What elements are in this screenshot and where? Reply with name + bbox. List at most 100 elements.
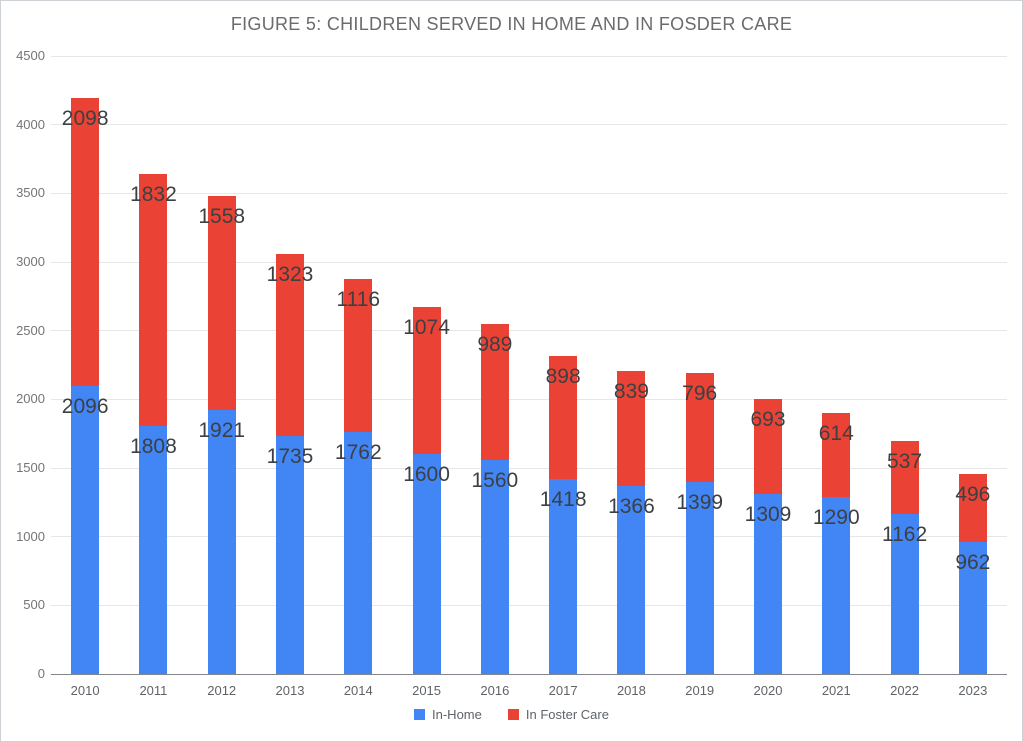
data-label-in-home: 1309 xyxy=(744,503,792,527)
data-label-in-foster-care: 1323 xyxy=(266,263,314,287)
bar-segment-in-home xyxy=(822,496,851,674)
bar-segment-in-foster-care xyxy=(549,355,578,480)
bar-segment-in-foster-care xyxy=(412,306,441,455)
bar-segment-in-foster-care xyxy=(890,440,919,515)
data-label-in-home: 1290 xyxy=(812,505,860,529)
chart-title: FIGURE 5: CHILDREN SERVED IN HOME AND IN… xyxy=(230,14,793,34)
gridline xyxy=(51,330,1007,332)
bar-segment-in-foster-care xyxy=(207,196,236,411)
x-axis-label: 2017 xyxy=(548,683,578,698)
chart-legend: In-Home In Foster Care xyxy=(1,707,1022,722)
legend-swatch-in-home xyxy=(414,709,426,720)
data-label-in-foster-care: 1074 xyxy=(403,315,450,339)
bar-segment-in-home xyxy=(139,425,168,674)
gridline xyxy=(51,536,1007,538)
x-axis-label: 2019 xyxy=(685,683,715,698)
data-label-in-foster-care: 796 xyxy=(682,381,718,405)
bar-segment-in-home xyxy=(207,410,236,674)
x-axis-label: 2013 xyxy=(275,683,305,698)
bar-segment-in-foster-care xyxy=(344,278,373,432)
gridline xyxy=(51,398,1007,400)
y-axis-tick-label: 500 xyxy=(23,597,45,613)
bar-segment-in-foster-care xyxy=(480,323,509,460)
x-axis-label: 2015 xyxy=(412,683,442,698)
bar-segment-in-home xyxy=(617,486,646,674)
data-label-in-foster-care: 839 xyxy=(613,380,649,404)
data-label-in-home: 1366 xyxy=(608,495,655,519)
y-axis-tick-label: 2500 xyxy=(16,322,45,338)
data-label-in-foster-care: 1832 xyxy=(130,183,177,207)
bar-segment-in-home xyxy=(412,454,441,674)
bar-segment-in-foster-care xyxy=(822,412,851,497)
bar-segment-in-home xyxy=(549,479,578,674)
bar-segment-in-home xyxy=(958,541,987,674)
gridline xyxy=(51,124,1007,126)
bar-segment-in-foster-care xyxy=(958,473,987,542)
y-axis-tick-label: 0 xyxy=(37,666,45,681)
y-axis-tick-label: 1000 xyxy=(16,528,45,544)
bar-segment-in-foster-care xyxy=(276,254,304,436)
data-label-in-foster-care: 693 xyxy=(750,408,786,432)
data-label-in-home: 1762 xyxy=(334,441,382,465)
x-axis-label: 2018 xyxy=(616,683,646,698)
x-axis-label: 2020 xyxy=(753,683,783,698)
bar-segment-in-home xyxy=(480,459,509,674)
x-axis-line xyxy=(51,673,1007,675)
x-axis-label: 2012 xyxy=(207,683,237,698)
data-label-in-home: 1735 xyxy=(266,444,314,468)
data-label-in-home: 1162 xyxy=(881,523,928,547)
x-axis-label: 2010 xyxy=(70,683,100,698)
legend-item-in-home: In-Home xyxy=(414,707,482,722)
x-axis-label: 2011 xyxy=(139,683,168,698)
data-label-in-foster-care: 614 xyxy=(818,421,854,445)
x-axis-label: 2016 xyxy=(480,683,510,698)
bar-segment-in-foster-care xyxy=(685,372,714,482)
data-label-in-foster-care: 2098 xyxy=(61,107,109,131)
bar-segment-in-home xyxy=(344,432,373,674)
x-axis-label: 2014 xyxy=(343,683,373,698)
gridline xyxy=(51,604,1007,606)
data-label-in-home: 1600 xyxy=(403,463,450,487)
bar-segment-in-foster-care xyxy=(617,371,646,487)
x-axis-label: 2022 xyxy=(890,683,920,698)
data-label-in-home: 1418 xyxy=(539,488,587,512)
data-label-in-foster-care: 496 xyxy=(955,482,991,506)
bar-segment-in-home xyxy=(685,481,714,674)
bar-segment-in-home xyxy=(71,386,100,674)
bar-segment-in-home xyxy=(276,435,304,674)
gridline xyxy=(51,192,1007,194)
y-axis-tick-label: 3000 xyxy=(16,254,45,269)
gridline xyxy=(51,55,1007,57)
bar-segment-in-foster-care xyxy=(139,174,168,426)
y-axis-tick-label: 4500 xyxy=(16,48,45,63)
gridline xyxy=(51,261,1007,263)
data-label-in-foster-care: 989 xyxy=(477,332,513,356)
data-label-in-foster-care: 1558 xyxy=(198,205,246,229)
data-label-in-home: 1399 xyxy=(676,490,724,514)
gridline xyxy=(51,467,1007,469)
legend-swatch-in-foster-care xyxy=(507,709,519,720)
bar-segment-in-foster-care xyxy=(754,399,782,495)
bar-segment-in-home xyxy=(754,494,782,674)
y-axis-tick-label: 4000 xyxy=(16,116,45,132)
y-axis-tick-label: 2000 xyxy=(16,391,45,407)
data-label-in-foster-care: 898 xyxy=(545,364,581,388)
bar-segment-in-home xyxy=(890,514,919,674)
bar-segment-in-foster-care xyxy=(71,98,100,387)
data-label-in-home: 2096 xyxy=(61,395,109,419)
legend-label-in-foster-care: In Foster Care xyxy=(525,707,609,722)
x-axis-label: 2023 xyxy=(958,683,988,698)
y-axis-tick-label: 1500 xyxy=(16,460,45,475)
x-axis-label: 2021 xyxy=(821,683,851,698)
data-label-in-home: 962 xyxy=(955,550,991,574)
data-label-in-home: 1808 xyxy=(130,434,177,458)
data-label-in-home: 1560 xyxy=(471,468,519,492)
data-label-in-home: 1921 xyxy=(198,419,246,443)
data-label-in-foster-care: 1116 xyxy=(336,287,381,311)
legend-label-in-home: In-Home xyxy=(432,707,482,722)
legend-item-in-foster-care: In Foster Care xyxy=(507,707,609,722)
data-label-in-foster-care: 537 xyxy=(887,449,923,473)
y-axis-tick-label: 3500 xyxy=(16,185,45,201)
